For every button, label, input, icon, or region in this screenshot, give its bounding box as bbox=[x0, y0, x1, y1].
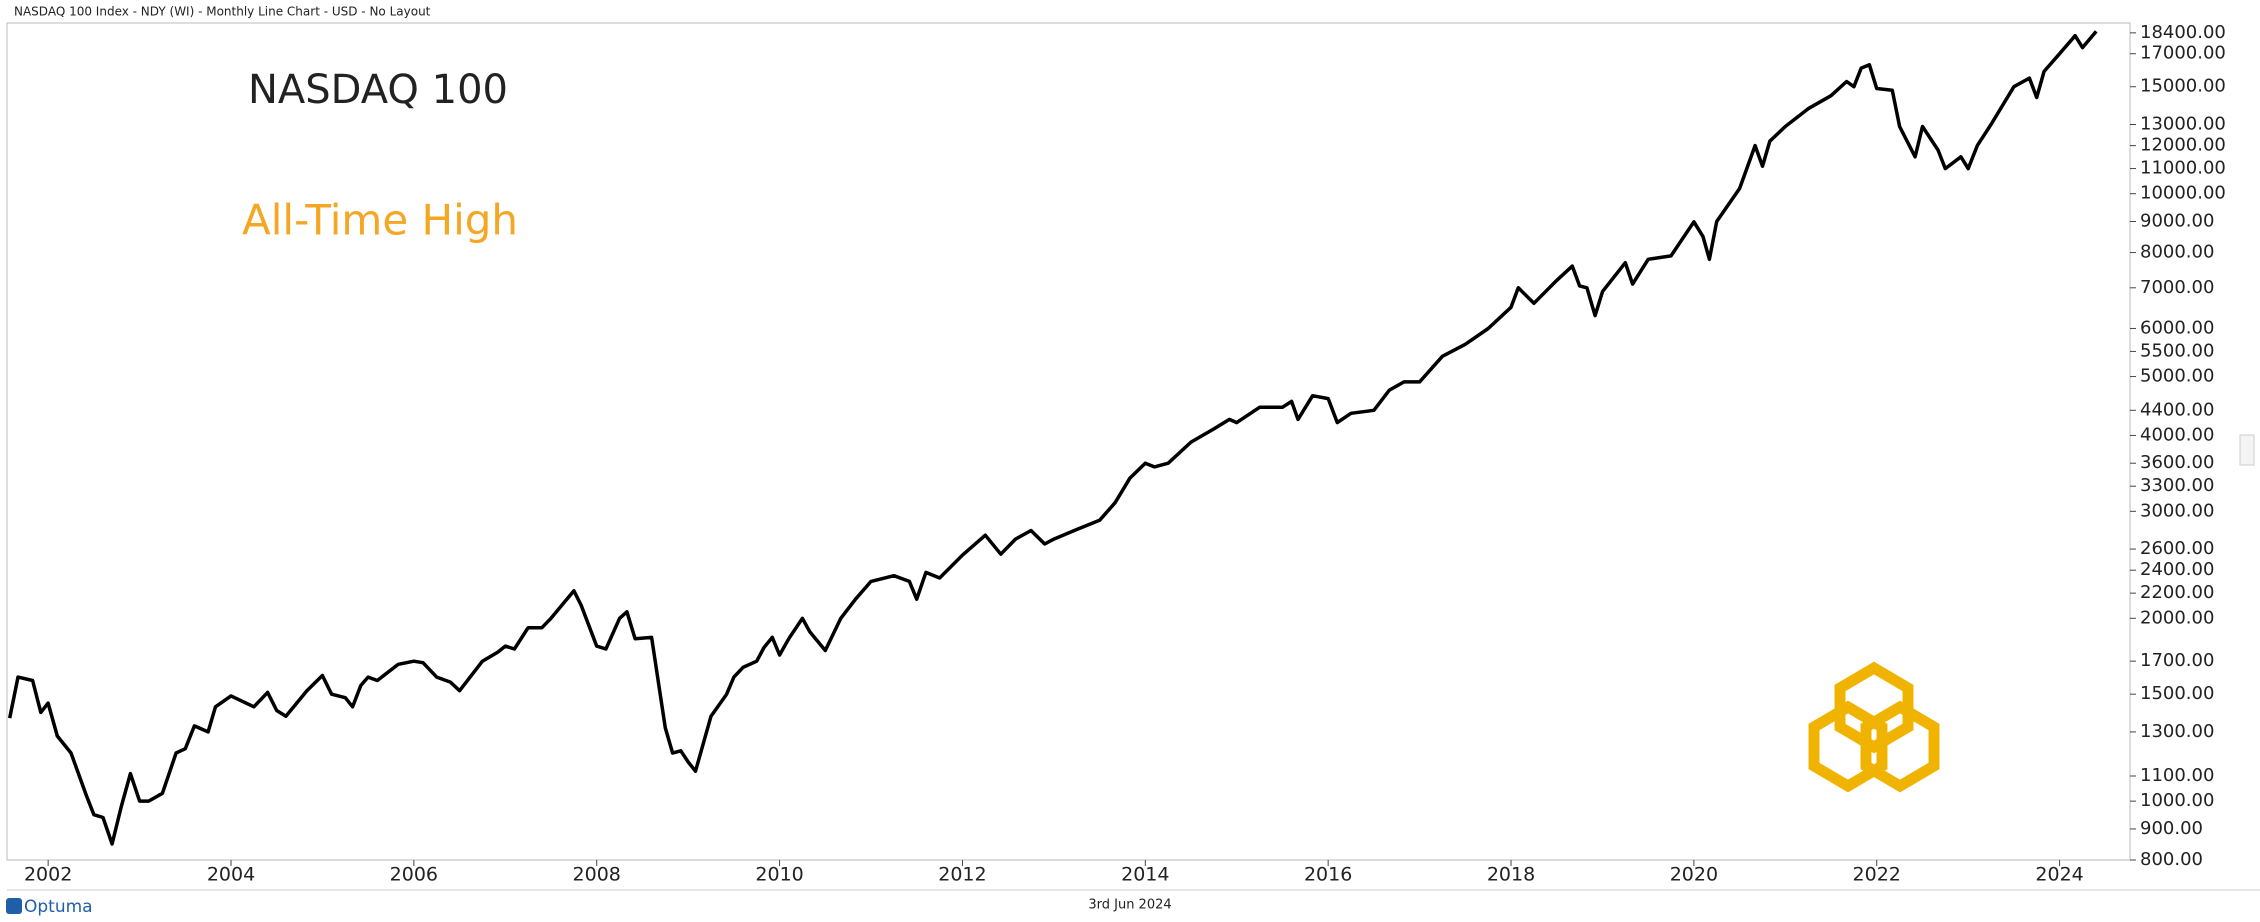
x-tick-label: 2022 bbox=[1853, 864, 1901, 886]
logo-hex bbox=[1860, 700, 1940, 793]
y-tick-label: 2400.00 bbox=[2140, 559, 2214, 580]
y-tick-label: 1500.00 bbox=[2140, 683, 2214, 704]
y-tick-label: 1700.00 bbox=[2140, 650, 2214, 671]
y-tick-label: 5000.00 bbox=[2140, 366, 2214, 387]
y-tick-label: 3300.00 bbox=[2140, 475, 2214, 496]
brand-icon bbox=[6, 898, 22, 914]
y-tick-label: 4000.00 bbox=[2140, 424, 2214, 445]
logo-hex bbox=[1808, 700, 1888, 793]
y-tick-label: 3600.00 bbox=[2140, 452, 2214, 473]
y-tick-label: 2600.00 bbox=[2140, 538, 2214, 559]
y-tick-label: 800.00 bbox=[2140, 849, 2203, 870]
side-toggle[interactable] bbox=[2239, 434, 2255, 466]
brand: Optuma bbox=[24, 897, 93, 917]
x-tick-label: 2004 bbox=[207, 864, 255, 886]
watermark-logo bbox=[1808, 661, 1940, 793]
x-tick-label: 2012 bbox=[938, 864, 986, 886]
y-tick-label: 7000.00 bbox=[2140, 277, 2214, 298]
y-tick-label: 12000.00 bbox=[2140, 135, 2226, 156]
y-tick-label: 2200.00 bbox=[2140, 582, 2214, 603]
x-tick-label: 2008 bbox=[573, 864, 621, 886]
y-tick-label: 4400.00 bbox=[2140, 399, 2214, 420]
y-tick-label: 18400.00 bbox=[2140, 22, 2226, 43]
x-tick-label: 2002 bbox=[24, 864, 72, 886]
y-tick-label: 2000.00 bbox=[2140, 607, 2214, 628]
y-tick-label: 9000.00 bbox=[2140, 211, 2214, 232]
x-tick-label: 2020 bbox=[1670, 864, 1718, 886]
x-tick-label: 2024 bbox=[2035, 864, 2083, 886]
y-tick-label: 13000.00 bbox=[2140, 113, 2226, 134]
header-text: NASDAQ 100 Index - NDY (WI) - Monthly Li… bbox=[14, 5, 431, 19]
x-tick-label: 2006 bbox=[390, 864, 438, 886]
x-tick-label: 2018 bbox=[1487, 864, 1535, 886]
y-tick-label: 1300.00 bbox=[2140, 721, 2214, 742]
y-tick-label: 5500.00 bbox=[2140, 340, 2214, 361]
y-tick-label: 11000.00 bbox=[2140, 158, 2226, 179]
logo-hex bbox=[1834, 661, 1914, 754]
y-tick-label: 8000.00 bbox=[2140, 242, 2214, 263]
y-tick-label: 17000.00 bbox=[2140, 43, 2226, 64]
y-tick-label: 6000.00 bbox=[2140, 317, 2214, 338]
price-line bbox=[7, 30, 2098, 846]
chart-title: NASDAQ 100 bbox=[248, 67, 508, 113]
y-tick-label: 10000.00 bbox=[2140, 183, 2226, 204]
y-tick-label: 1000.00 bbox=[2140, 790, 2214, 811]
y-tick-label: 15000.00 bbox=[2140, 76, 2226, 97]
y-tick-label: 900.00 bbox=[2140, 818, 2203, 839]
x-tick-label: 2010 bbox=[755, 864, 803, 886]
annotation: All-Time High bbox=[242, 196, 518, 245]
footer-date: 3rd Jun 2024 bbox=[1088, 898, 1171, 913]
x-tick-label: 2016 bbox=[1304, 864, 1352, 886]
plot-frame bbox=[6, 22, 2131, 861]
y-tick-label: 3000.00 bbox=[2140, 500, 2214, 521]
y-tick-label: 1100.00 bbox=[2140, 765, 2214, 786]
x-tick-label: 2014 bbox=[1121, 864, 1169, 886]
